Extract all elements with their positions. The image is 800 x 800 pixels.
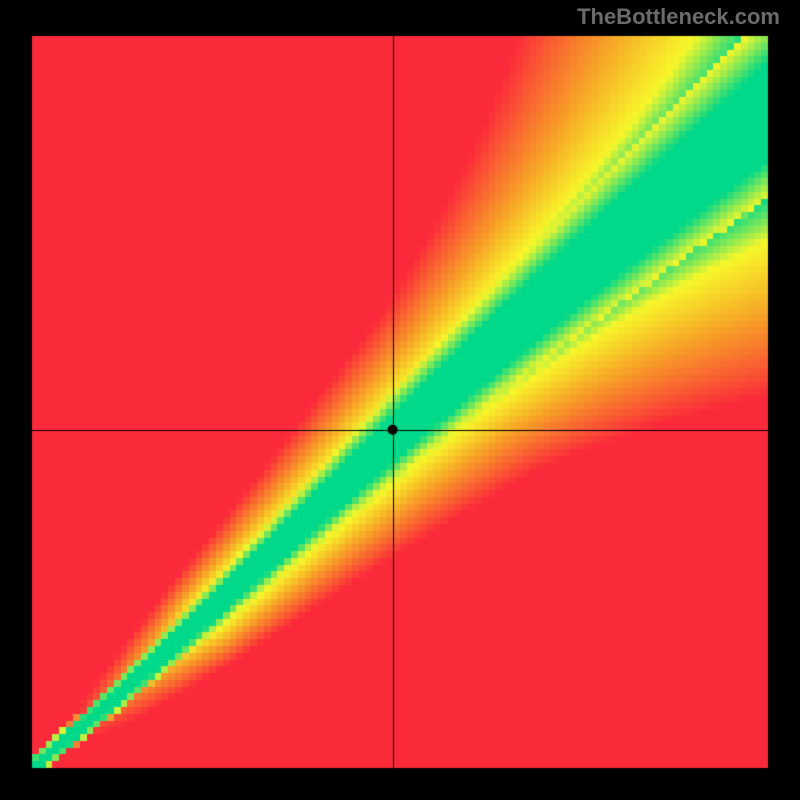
- watermark-text: TheBottleneck.com: [577, 4, 780, 30]
- bottleneck-heatmap: [0, 0, 800, 800]
- chart-container: TheBottleneck.com: [0, 0, 800, 800]
